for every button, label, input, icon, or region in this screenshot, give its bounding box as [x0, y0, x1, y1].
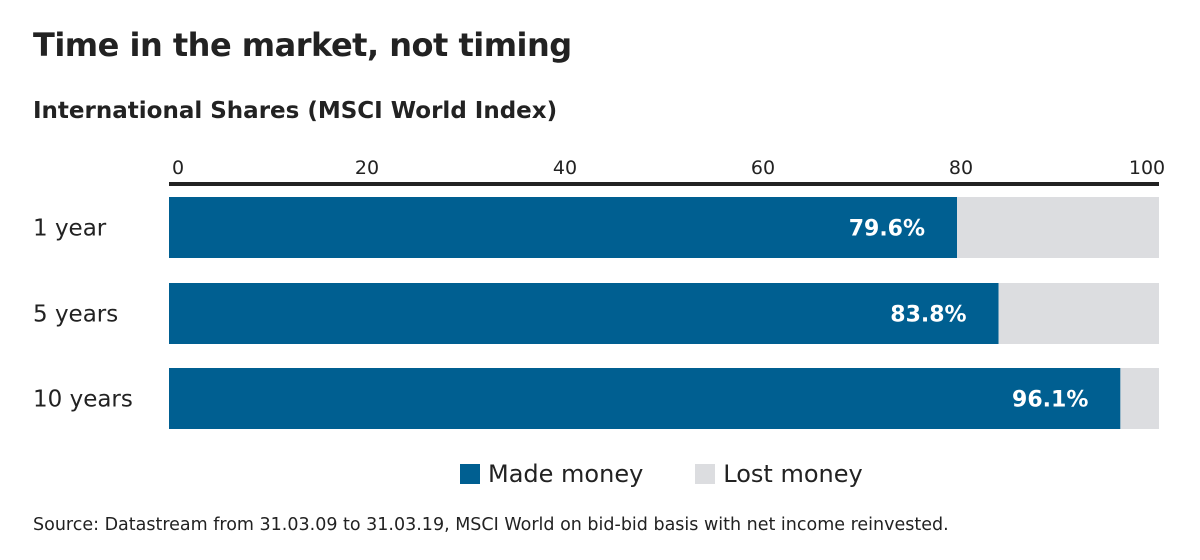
bar-made-money [169, 283, 999, 344]
bar-lost-money [957, 197, 1159, 258]
legend-swatch-lost-money [695, 464, 716, 484]
chart-subtitle: International Shares (MSCI World Index) [33, 98, 558, 124]
bar-made-money [169, 197, 958, 258]
source-note: Source: Datastream from 31.03.09 to 31.0… [33, 515, 949, 535]
legend-item-made-money: Made money [460, 460, 643, 488]
data-label: 79.6% [849, 217, 925, 242]
category-label: 1 year [33, 216, 107, 242]
legend: Made money Lost money [460, 460, 915, 488]
category-label: 5 years [33, 302, 118, 328]
legend-swatch-made-money [460, 464, 480, 484]
x-tick-label: 20 [355, 157, 379, 179]
legend-label: Made money [488, 460, 644, 488]
legend-item-lost-money: Lost money [695, 460, 863, 488]
chart-title: Time in the market, not timing [33, 26, 572, 64]
x-tick-label: 0 [172, 157, 184, 179]
x-tick-label: 60 [751, 157, 775, 179]
bar-lost-money [1120, 368, 1159, 429]
data-label: 96.1% [1012, 388, 1088, 413]
category-label: 10 years [33, 387, 133, 413]
bar-made-money [169, 368, 1121, 429]
legend-label: Lost money [723, 460, 863, 488]
x-tick-label: 40 [553, 157, 577, 179]
data-label: 83.8% [890, 303, 966, 328]
x-tick-label: 80 [949, 157, 973, 179]
bar-lost-money [998, 283, 1159, 344]
x-tick-label: 100 [1129, 157, 1165, 179]
